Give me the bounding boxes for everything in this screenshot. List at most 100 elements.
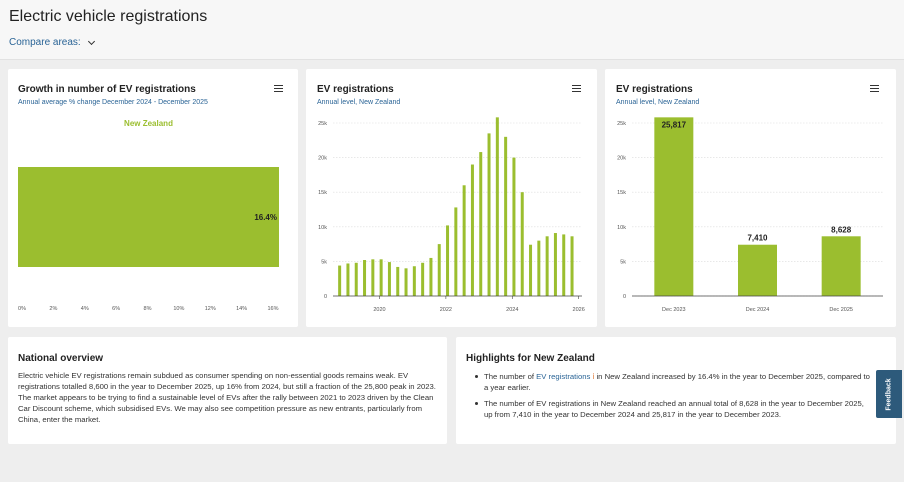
bar [821,236,861,296]
bar [570,236,574,296]
bar [354,262,358,296]
ev-registrations-bar-chart: 0 5k 10k 15k 20k 25k 2020 2022 2024 2026 [318,117,585,313]
card-subtitle: Annual level, New Zealand [616,99,700,106]
y-tick-label: 20k [617,156,626,162]
bar [371,259,375,296]
y-tick-label: 25k [617,121,626,127]
bar [363,260,367,296]
bar [520,192,524,296]
y-tick-label: 10k [617,225,626,231]
ev-registrations-timeseries-card: EV registrations Annual level, New Zeala… [306,69,597,327]
bar [18,167,279,267]
x-tick-label: 2020 [373,307,385,313]
y-tick-label: 15k [617,190,626,196]
y-tick-label: 0 [324,294,327,300]
data-label: 7,410 [747,234,768,243]
list-item: The number of EV registrations in New Ze… [474,398,874,420]
x-tick-label: Dec 2024 [746,307,770,313]
x-tick-label: 2026 [573,307,585,313]
bar [487,133,491,296]
bar [562,234,566,296]
x-tick-label: 2% [49,306,57,312]
y-tick-label: 0 [623,294,626,300]
bar [470,164,474,296]
bar [421,262,425,296]
bar [446,225,450,296]
ev-registrations-annual-card: EV registrations Annual level, New Zeala… [605,69,896,327]
compare-areas-dropdown[interactable]: Compare areas: [9,37,95,48]
bar [545,236,549,296]
highlights-title: Highlights for New Zealand [466,353,595,364]
bar [495,117,499,296]
chevron-down-icon [87,37,95,45]
bar [553,233,557,296]
bar [338,265,342,296]
bar [479,152,483,296]
x-tick-label: 4% [81,306,89,312]
x-tick-label: 6% [112,306,120,312]
y-tick-label: 20k [318,156,327,162]
x-tick-label: Dec 2025 [829,307,853,313]
bar [529,244,533,296]
card-title: Growth in number of EV registrations [18,84,196,95]
bar [654,117,694,296]
card-subtitle: Annual level, New Zealand [317,99,401,106]
y-tick-label: 5k [321,259,327,265]
x-tick-label: 12% [205,306,216,312]
feedback-label: Feedback [885,377,893,411]
growth-bar-chart: New Zealand 16.4% 0% 2% 4% 6% 8% 10% 12% 14% 16% [18,119,279,312]
bar [412,266,416,296]
bar [738,244,777,296]
x-tick-label: 10% [173,306,184,312]
card-title: EV registrations [616,84,693,95]
bar [379,259,383,296]
ev-annual-bar-chart: 0 5k 10k 15k 20k 25k 25,817 Dec 2023 7,410 Dec 20… [617,117,883,313]
bar [346,263,350,296]
y-tick-label: 5k [620,259,626,265]
hamburger-icon[interactable] [870,85,879,93]
info-icon[interactable]: i [592,372,595,381]
national-overview-title: National overview [18,353,104,364]
card-title: EV registrations [317,84,394,95]
x-tick-label: 8% [144,306,152,312]
hamburger-icon[interactable] [572,85,581,93]
page-title: Electric vehicle registrations [9,8,208,25]
data-label: 8,628 [831,225,852,234]
bar [454,207,458,296]
top-bar: Electric vehicle registrations Compare a… [0,0,904,60]
x-tick-label: 16% [267,306,278,312]
card-subtitle: Annual average % change December 2024 - … [18,99,208,106]
ev-registrations-link[interactable]: EV registrations [536,372,591,381]
bar [462,185,466,296]
data-label: 16.4% [254,213,277,222]
highlights-card: Highlights for New Zealand The number of… [456,337,896,444]
bar [396,266,400,296]
x-tick-label: Dec 2023 [662,307,686,313]
y-tick-label: 25k [318,121,327,127]
x-tick-label: 14% [236,306,247,312]
data-label: 25,817 [662,120,687,129]
bar [512,157,516,296]
compare-areas-label: Compare areas: [9,37,81,48]
bar [429,257,433,296]
highlight-text: The number of [484,372,537,381]
highlight-text: in New Zealand increased by 16.4% in the… [484,372,870,392]
list-item: The number of EV registrations i in New … [474,371,874,393]
bar [504,136,508,296]
highlights-list: The number of EV registrations i in New … [474,371,874,425]
bar [537,240,541,296]
legend-label: New Zealand [124,119,173,128]
x-tick-label: 0% [18,306,26,312]
x-tick-label: 2024 [506,307,518,313]
national-overview-card: National overview Electric vehicle EV re… [8,337,447,444]
hamburger-icon[interactable] [274,85,283,93]
national-overview-text: Electric vehicle EV registrations remain… [18,371,436,424]
y-tick-label: 15k [318,190,327,196]
feedback-button[interactable]: Feedback [876,370,902,418]
bar [404,268,408,296]
y-tick-label: 10k [318,225,327,231]
x-tick-label: 2022 [440,307,452,313]
bar [387,262,391,296]
growth-chart-card: Growth in number of EV registrations Ann… [8,69,298,327]
bar [437,244,441,296]
